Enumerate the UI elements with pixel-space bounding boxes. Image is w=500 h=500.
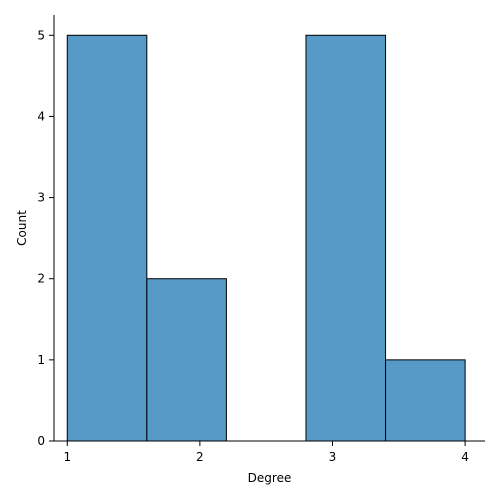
x-tick-label: 1 xyxy=(63,450,71,464)
x-tick-label: 3 xyxy=(329,450,337,464)
histogram-bar-2 xyxy=(146,278,227,442)
y-tick-label: 2 xyxy=(37,272,45,286)
y-tick-label: 0 xyxy=(37,434,45,448)
y-tick-label: 5 xyxy=(37,28,45,42)
x-axis-label: Degree xyxy=(248,471,292,485)
x-tick-label: 2 xyxy=(196,450,204,464)
y-tick-label: 1 xyxy=(37,353,45,367)
y-tick-label: 3 xyxy=(37,191,45,205)
y-axis-label: Count xyxy=(15,210,29,246)
histogram-bar-4 xyxy=(305,34,387,442)
histogram-bar-1 xyxy=(66,34,148,442)
x-axis-ticks: 1 2 3 4 xyxy=(63,441,469,464)
bars-group xyxy=(66,34,466,442)
y-axis-ticks: 0 1 2 3 4 5 xyxy=(37,28,54,448)
histogram-bar-5 xyxy=(385,359,466,442)
x-tick-label: 4 xyxy=(461,450,469,464)
y-tick-label: 4 xyxy=(37,109,45,123)
